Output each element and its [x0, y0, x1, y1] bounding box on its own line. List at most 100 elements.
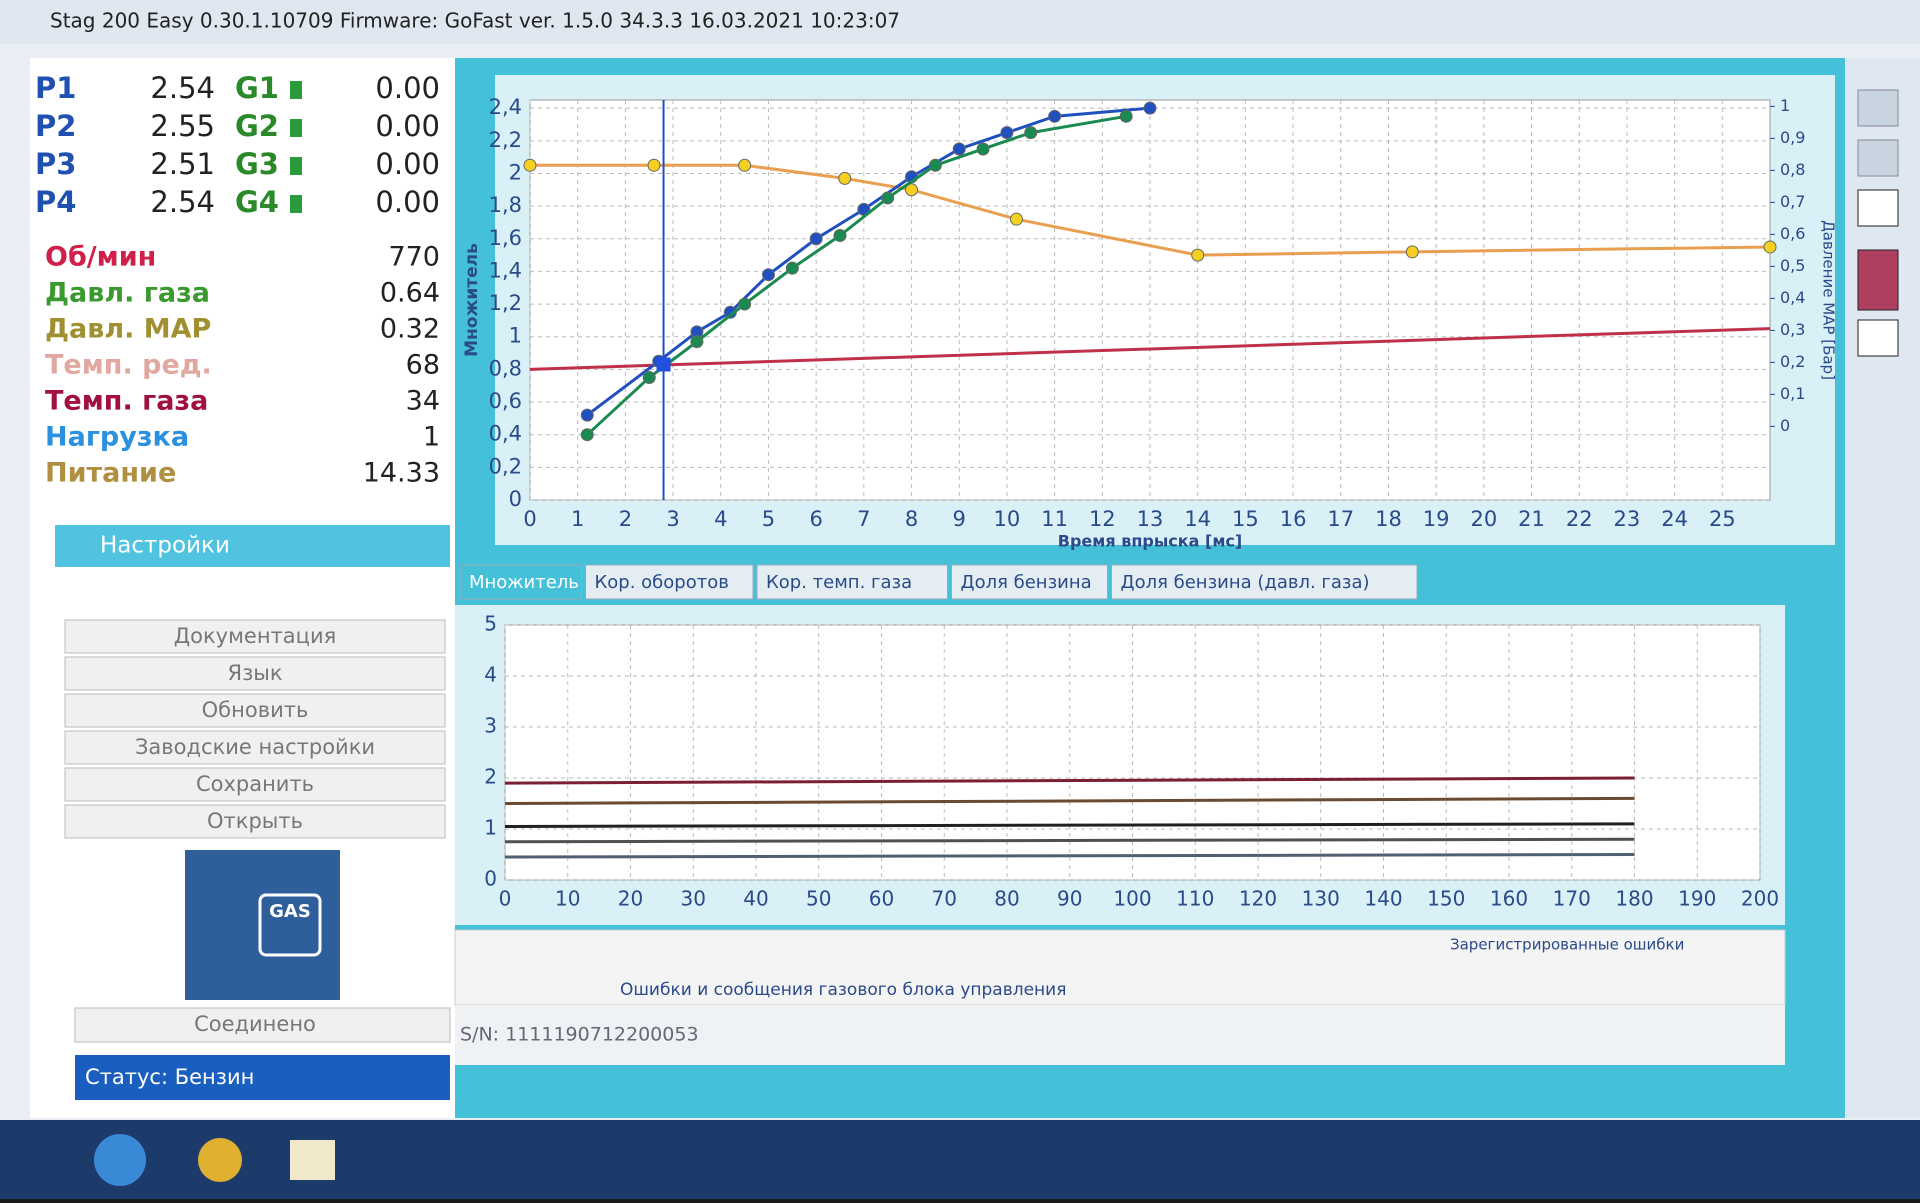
g-label: G3	[235, 147, 279, 181]
p-label: P2	[35, 109, 76, 143]
point	[738, 158, 752, 172]
x-tick-label: 12	[1089, 507, 1116, 531]
tool-button[interactable]	[1857, 249, 1899, 311]
parameter-value: 0.32	[380, 314, 440, 345]
x-tick-label: 190	[1678, 887, 1716, 911]
title-bar	[0, 0, 1920, 44]
y2-tick-label: 0,1	[1780, 384, 1805, 403]
x-tick-label: 150	[1427, 887, 1465, 911]
series-line	[504, 776, 1635, 785]
tool-button[interactable]	[1857, 189, 1899, 227]
x-tick-label: 14	[1184, 507, 1211, 531]
x-tick-label: 60	[869, 887, 894, 911]
gas-icon	[185, 850, 340, 1000]
tab[interactable]	[1111, 564, 1418, 600]
tab-label: Кор. темп. газа	[766, 572, 912, 593]
y2-tick-label: 0,7	[1780, 192, 1805, 211]
toolbar	[1845, 58, 1920, 1118]
tab[interactable]	[459, 564, 582, 600]
parameter-value: 14.33	[363, 458, 440, 489]
y-tick-label: 0	[509, 487, 522, 511]
tab-label: Кор. оборотов	[595, 572, 729, 593]
g-label: G1	[235, 71, 279, 105]
y2-tick-label: 0,8	[1780, 160, 1805, 179]
y2-tick-label: 0,3	[1780, 320, 1805, 339]
x-tick-label: 200	[1741, 887, 1779, 911]
g-icon	[290, 119, 302, 137]
x-tick-label: 10	[555, 887, 580, 911]
x-tick-label: 0	[523, 507, 536, 531]
y-tick-label: 1,8	[489, 193, 522, 217]
x-tick-label: 6	[809, 507, 822, 531]
point	[1763, 240, 1777, 254]
button-label: Сохранить	[196, 772, 314, 796]
taskbar-app[interactable]	[198, 1138, 242, 1182]
tab[interactable]	[756, 564, 948, 600]
parameter-value: 770	[388, 242, 440, 273]
button[interactable]	[64, 804, 446, 839]
x-tick-label: 80	[994, 887, 1019, 911]
point	[1000, 126, 1014, 140]
point	[881, 191, 895, 205]
x-tick-label: 18	[1375, 507, 1402, 531]
x-tick-label: 15	[1232, 507, 1259, 531]
connection-box	[74, 1007, 451, 1043]
y2-tick-label: 0,4	[1780, 288, 1805, 307]
y-tick-label: 0,4	[489, 422, 522, 446]
tool-button[interactable]	[1857, 319, 1899, 357]
point	[905, 183, 919, 197]
point	[809, 232, 823, 246]
tool-button[interactable]	[1857, 139, 1899, 177]
g-icon	[290, 81, 302, 99]
x-tick-label: 20	[1470, 507, 1497, 531]
button[interactable]	[64, 619, 446, 654]
y-tick-label: 0,2	[489, 454, 522, 478]
taskbar-app[interactable]	[290, 1140, 335, 1180]
point	[1191, 248, 1205, 262]
p-value: 2.54	[150, 71, 215, 105]
g-value: 0.00	[375, 185, 440, 219]
x-tick-label: 1	[571, 507, 584, 531]
series-line	[504, 796, 1635, 805]
p-label: P4	[35, 185, 76, 219]
tool-button[interactable]	[1857, 89, 1899, 127]
g-label: G4	[235, 185, 279, 219]
y2-tick-label: 0,2	[1780, 352, 1805, 371]
x-tick-label: 50	[806, 887, 831, 911]
x-tick-label: 10	[994, 507, 1021, 531]
y-tick-label: 2,4	[489, 95, 522, 119]
button[interactable]	[64, 767, 446, 802]
series-line	[586, 106, 1151, 417]
start-button[interactable]	[94, 1134, 146, 1186]
y-tick-label: 0	[484, 867, 497, 891]
tab[interactable]	[585, 564, 754, 600]
point	[1119, 109, 1133, 123]
x-tick-label: 140	[1364, 887, 1402, 911]
errors-registered: Зарегистрированные ошибки	[1450, 936, 1684, 954]
y-tick-label: 2,2	[489, 128, 522, 152]
parameter-label: Нагрузка	[45, 422, 189, 453]
parameter-value: 34	[406, 386, 440, 417]
x-tick-label: 70	[932, 887, 957, 911]
button[interactable]	[64, 730, 446, 765]
point	[976, 142, 990, 156]
tab[interactable]	[951, 564, 1108, 600]
x-tick-label: 4	[714, 507, 727, 531]
x-tick-label: 0	[499, 887, 512, 911]
button[interactable]	[64, 656, 446, 691]
cursor-point	[656, 357, 671, 372]
button-label: Открыть	[207, 809, 303, 833]
settings-bar[interactable]	[55, 525, 450, 567]
gas-icon-label: GAS	[269, 901, 311, 922]
g-icon	[290, 157, 302, 175]
point	[1048, 109, 1062, 123]
series-line	[504, 822, 1635, 828]
point	[833, 229, 847, 243]
point	[785, 261, 799, 275]
status-bar	[75, 1055, 450, 1100]
x-tick-label: 13	[1137, 507, 1164, 531]
y-tick-label: 2	[484, 765, 497, 789]
status: Статус: Бензин	[85, 1065, 254, 1089]
button[interactable]	[64, 693, 446, 728]
